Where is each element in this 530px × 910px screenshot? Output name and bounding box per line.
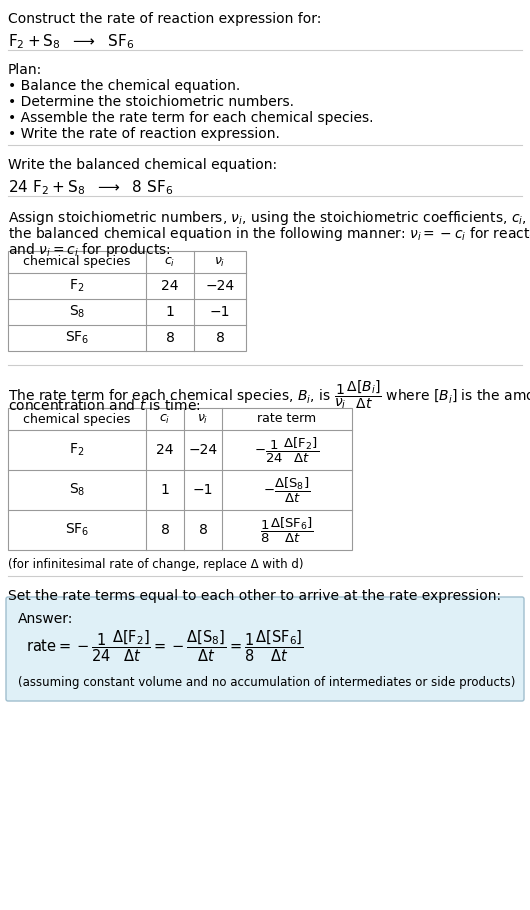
Text: 8: 8 — [216, 331, 224, 345]
Text: and $\nu_i = c_i$ for products:: and $\nu_i = c_i$ for products: — [8, 241, 171, 259]
Text: $\dfrac{1}{8}\dfrac{\Delta[\mathrm{SF_6}]}{\Delta t}$: $\dfrac{1}{8}\dfrac{\Delta[\mathrm{SF_6}… — [260, 515, 314, 544]
Text: $\nu_i$: $\nu_i$ — [214, 256, 226, 268]
Text: • Write the rate of reaction expression.: • Write the rate of reaction expression. — [8, 127, 280, 141]
Text: Assign stoichiometric numbers, $\nu_i$, using the stoichiometric coefficients, $: Assign stoichiometric numbers, $\nu_i$, … — [8, 209, 530, 227]
Text: $c_i$: $c_i$ — [164, 256, 175, 268]
Text: (for infinitesimal rate of change, replace Δ with d): (for infinitesimal rate of change, repla… — [8, 558, 304, 571]
Text: • Assemble the rate term for each chemical species.: • Assemble the rate term for each chemic… — [8, 111, 374, 125]
Text: 8: 8 — [161, 523, 170, 537]
Text: 24: 24 — [156, 443, 174, 457]
Text: 1: 1 — [165, 305, 174, 319]
Text: 8: 8 — [199, 523, 207, 537]
Text: $-\dfrac{\Delta[\mathrm{S_8}]}{\Delta t}$: $-\dfrac{\Delta[\mathrm{S_8}]}{\Delta t}… — [263, 475, 311, 505]
Text: the balanced chemical equation in the following manner: $\nu_i = -c_i$ for react: the balanced chemical equation in the fo… — [8, 225, 530, 243]
Text: Construct the rate of reaction expression for:: Construct the rate of reaction expressio… — [8, 12, 321, 26]
Text: 1: 1 — [161, 483, 170, 497]
Text: 24: 24 — [161, 279, 179, 293]
Text: concentration and $t$ is time:: concentration and $t$ is time: — [8, 398, 201, 413]
Text: −1: −1 — [210, 305, 230, 319]
Text: $\mathrm{F_2}$: $\mathrm{F_2}$ — [69, 278, 85, 294]
Text: • Balance the chemical equation.: • Balance the chemical equation. — [8, 79, 240, 93]
Text: Write the balanced chemical equation:: Write the balanced chemical equation: — [8, 158, 277, 172]
Text: $\mathrm{F_2}$: $\mathrm{F_2}$ — [69, 441, 85, 459]
Text: $-\dfrac{1}{24}\dfrac{\Delta[\mathrm{F_2}]}{\Delta t}$: $-\dfrac{1}{24}\dfrac{\Delta[\mathrm{F_2… — [254, 435, 320, 465]
Text: $\mathrm{SF_6}$: $\mathrm{SF_6}$ — [65, 329, 89, 346]
Text: • Determine the stoichiometric numbers.: • Determine the stoichiometric numbers. — [8, 95, 294, 109]
Text: The rate term for each chemical species, $B_i$, is $\dfrac{1}{\nu_i}\dfrac{\Delt: The rate term for each chemical species,… — [8, 378, 530, 410]
Text: $\mathrm{S_8}$: $\mathrm{S_8}$ — [69, 304, 85, 320]
FancyBboxPatch shape — [6, 597, 524, 701]
Text: Set the rate terms equal to each other to arrive at the rate expression:: Set the rate terms equal to each other t… — [8, 589, 501, 603]
Text: −24: −24 — [206, 279, 235, 293]
Text: −24: −24 — [189, 443, 217, 457]
Text: Plan:: Plan: — [8, 63, 42, 77]
Bar — [8, 251, 246, 351]
Text: −1: −1 — [193, 483, 213, 497]
Bar — [8, 408, 352, 550]
Text: Answer:: Answer: — [18, 612, 73, 626]
Text: (assuming constant volume and no accumulation of intermediates or side products): (assuming constant volume and no accumul… — [18, 676, 515, 689]
Text: chemical species: chemical species — [23, 256, 131, 268]
Text: 8: 8 — [165, 331, 174, 345]
Text: $\mathrm{rate} = -\dfrac{1}{24}\dfrac{\Delta[\mathrm{F_2}]}{\Delta t} = -\dfrac{: $\mathrm{rate} = -\dfrac{1}{24}\dfrac{\D… — [26, 628, 304, 663]
Text: chemical species: chemical species — [23, 412, 131, 426]
Text: $\nu_i$: $\nu_i$ — [197, 412, 209, 426]
Text: rate term: rate term — [258, 412, 316, 426]
Text: $\mathrm{F_2} + \mathrm{S_8}\ \ \longrightarrow\ \ \mathrm{SF_6}$: $\mathrm{F_2} + \mathrm{S_8}\ \ \longrig… — [8, 32, 134, 51]
Text: $\mathrm{S_8}$: $\mathrm{S_8}$ — [69, 481, 85, 498]
Text: $\mathrm{SF_6}$: $\mathrm{SF_6}$ — [65, 521, 89, 538]
Text: $c_i$: $c_i$ — [160, 412, 171, 426]
Text: $24\ \mathrm{F_2} + \mathrm{S_8}\ \ \longrightarrow\ \ 8\ \mathrm{SF_6}$: $24\ \mathrm{F_2} + \mathrm{S_8}\ \ \lon… — [8, 178, 173, 197]
